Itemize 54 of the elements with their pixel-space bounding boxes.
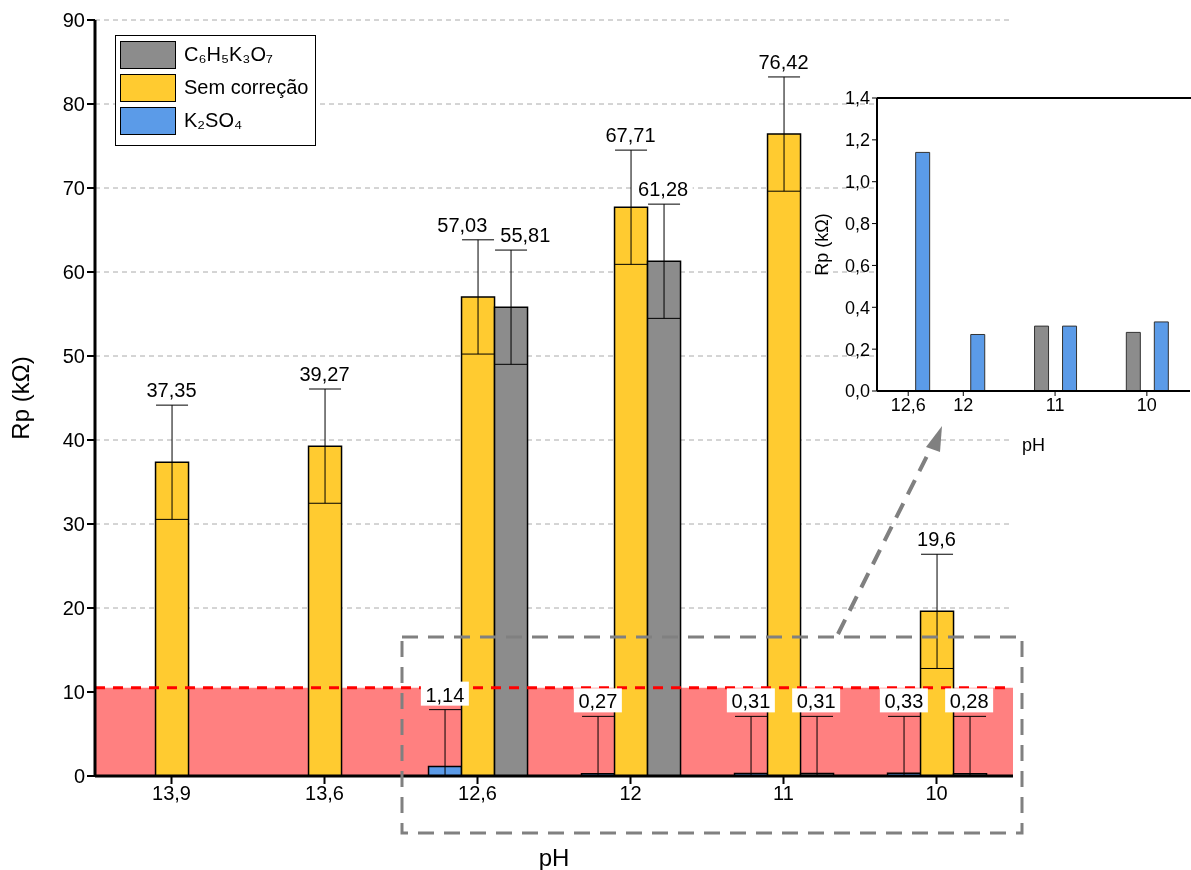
data-label: 39,27 bbox=[299, 363, 350, 386]
x-tick-label: 12,6 bbox=[890, 394, 926, 415]
y-tick-label: 0,4 bbox=[844, 297, 870, 318]
x-tick-label: 12 bbox=[953, 394, 974, 415]
y-tick-label: 60 bbox=[62, 261, 85, 284]
data-label: 37,35 bbox=[146, 379, 197, 402]
data-label: 1,14 bbox=[425, 683, 465, 706]
data-label: 67,71 bbox=[605, 124, 656, 147]
x-tick-label: 13,6 bbox=[305, 782, 344, 805]
bar bbox=[915, 151, 931, 391]
y-tick-label: 90 bbox=[62, 9, 85, 32]
x-tick-label: 11 bbox=[773, 782, 794, 805]
y-tick-label: 0,2 bbox=[844, 339, 870, 360]
y-tick-label: 1,2 bbox=[844, 130, 870, 151]
x-tick-label: 11 bbox=[1045, 394, 1065, 415]
legend-label: K₂SO₄ bbox=[184, 109, 243, 132]
data-label: 55,81 bbox=[500, 224, 551, 247]
y-tick-label: 0,6 bbox=[844, 255, 870, 276]
data-label: 0,28 bbox=[949, 690, 989, 713]
bar bbox=[1062, 325, 1078, 391]
bar bbox=[1125, 331, 1141, 391]
bar bbox=[970, 333, 986, 391]
y-tick-label: 70 bbox=[62, 177, 85, 200]
y-tick-label: 30 bbox=[62, 513, 85, 536]
y-tick-label: 80 bbox=[62, 93, 85, 116]
y-axis-title: Rp (kΩ) bbox=[6, 356, 34, 440]
x-tick-label: 10 bbox=[925, 782, 948, 805]
data-label: 57,03 bbox=[437, 213, 488, 236]
y-tick-label: 0,0 bbox=[844, 381, 870, 402]
y-tick-label: 1,4 bbox=[844, 88, 870, 109]
legend-label: Sem correção bbox=[184, 76, 309, 99]
y-tick-label: 50 bbox=[62, 345, 85, 368]
data-label: 61,28 bbox=[638, 178, 689, 201]
y-tick-label: 10 bbox=[62, 681, 85, 704]
data-label: 0,31 bbox=[731, 690, 771, 713]
x-tick-label: 13,9 bbox=[152, 782, 191, 805]
x-tick-label: 12,6 bbox=[458, 782, 497, 805]
data-label: 19,6 bbox=[917, 528, 956, 551]
data-label: 0,27 bbox=[578, 690, 618, 713]
y-tick-label: 40 bbox=[62, 429, 85, 452]
y-axis-title: Rp (kΩ) bbox=[812, 213, 833, 276]
data-label: 0,31 bbox=[796, 690, 836, 713]
x-tick-label: 12 bbox=[619, 782, 642, 805]
x-axis-title: pH bbox=[1021, 435, 1046, 455]
bar bbox=[1153, 321, 1169, 391]
bar bbox=[1034, 325, 1050, 391]
y-tick-label: 20 bbox=[62, 597, 85, 620]
x-tick-label: 10 bbox=[1136, 394, 1157, 415]
y-tick-label: 1,0 bbox=[844, 172, 870, 193]
data-label: 0,33 bbox=[884, 690, 924, 713]
y-tick-label: 0,8 bbox=[844, 213, 870, 234]
legend-label: C₆H₅K₃O₇ bbox=[184, 43, 273, 66]
y-tick-label: 0 bbox=[73, 765, 85, 788]
data-label: 76,42 bbox=[758, 50, 809, 73]
